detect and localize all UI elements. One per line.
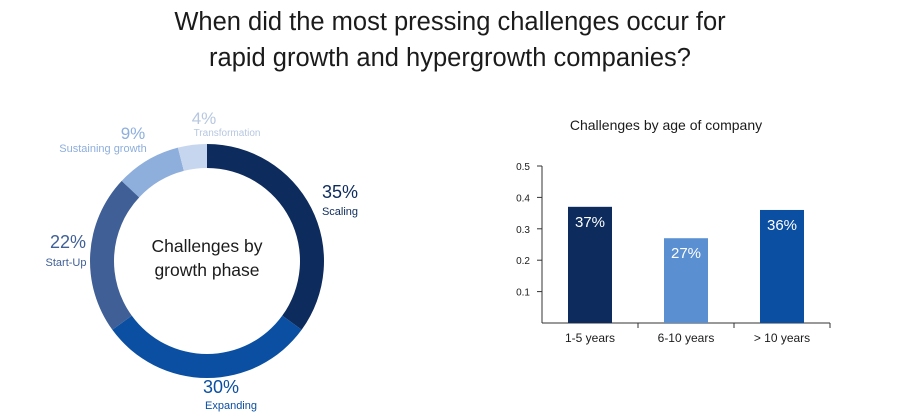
bar-data-label: 27% [671, 245, 701, 262]
donut-value-label-scaling: 35% [322, 182, 358, 202]
donut-value-label-sustaining-growth: 9% [121, 124, 146, 143]
donut-slice-start-up [89, 180, 140, 330]
donut-value-label-expanding: 30% [203, 377, 239, 397]
donut-category-label-sustaining-growth: Sustaining growth [59, 143, 146, 155]
y-tick-label: 0.1 [516, 288, 530, 299]
donut-center-label-line-1: Challenges by [152, 236, 263, 256]
bar-data-label: 37% [575, 214, 605, 231]
donut-value-label-start-up: 22% [50, 232, 86, 252]
donut-slice-transformation [177, 144, 207, 171]
y-tick-label: 0.2 [516, 256, 530, 267]
donut-category-label-start-up: Start-Up [46, 257, 87, 269]
chart-title: When did the most pressing challenges oc… [0, 4, 900, 76]
donut-category-label-transformation: Transformation [194, 128, 261, 139]
x-tick-label: 1-5 years [565, 331, 615, 345]
donut-category-label-scaling: Scaling [322, 206, 358, 218]
donut-center-label-line-2: growth phase [154, 260, 259, 280]
bar-data-label: 36% [767, 217, 797, 234]
donut-slice-sustaining-growth [121, 147, 184, 198]
donut-slice-scaling [207, 144, 325, 330]
donut-category-label-expanding: Expanding [205, 400, 257, 412]
y-tick-label: 0.4 [516, 193, 530, 204]
x-tick-label: > 10 years [754, 331, 810, 345]
chart-title-line-1: When did the most pressing challenges oc… [174, 8, 726, 36]
bar-2 [664, 238, 708, 323]
donut-slice-expanding [112, 315, 302, 379]
donut-chart: 35% Scaling 30% Expanding 22% Start-Up 9%Susta… [46, 109, 359, 412]
x-tick-label: 6-10 years [658, 331, 715, 345]
chart-title-line-2: rapid growth and hypergrowth companies? [209, 44, 691, 72]
bar-chart-title: Challenges by age of company [570, 117, 762, 133]
y-tick-label: 0.3 [516, 225, 530, 236]
y-tick-label: 0.5 [516, 162, 530, 173]
bar-1 [568, 206, 612, 323]
donut-value-label-transformation: 4% [192, 109, 217, 128]
bar-chart: Challenges by age of company 0.1 0.2 0.3 0.4… [516, 117, 831, 345]
bar-3 [760, 209, 804, 323]
